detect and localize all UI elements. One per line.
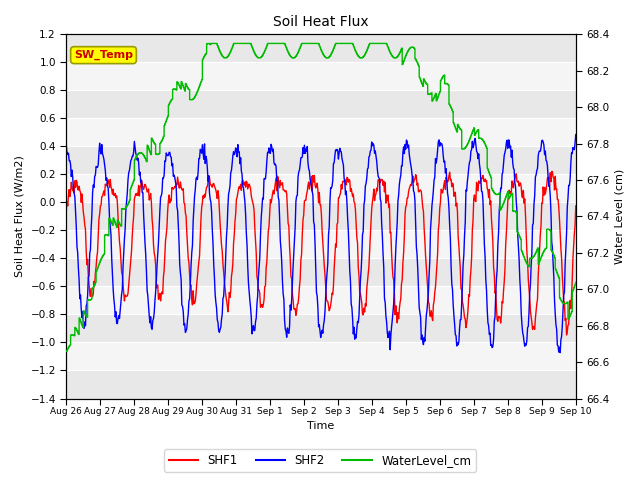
SHF1	[72, 184, 79, 190]
Bar	[67, 371, 576, 398]
Bar	[67, 343, 576, 371]
WaterLevel_cm	[383, 43, 391, 49]
SHF1	[203, 184, 211, 190]
Y-axis label: Water Level (cm): Water Level (cm)	[615, 169, 625, 264]
SHF2	[72, 208, 79, 214]
SHF1	[176, 185, 184, 191]
Bar	[67, 90, 576, 119]
Bar	[67, 119, 576, 146]
Bar	[67, 62, 576, 90]
SHF1	[63, 207, 70, 213]
SHF1	[563, 332, 570, 338]
WaterLevel_cm	[72, 325, 79, 331]
SHF2	[176, 262, 184, 267]
WaterLevel_cm	[176, 84, 184, 90]
Y-axis label: Soil Heat Flux (W/m2): Soil Heat Flux (W/m2)	[15, 156, 25, 277]
WaterLevel_cm	[63, 348, 70, 354]
WaterLevel_cm	[572, 279, 580, 285]
Line: SHF2: SHF2	[67, 134, 576, 353]
Bar	[67, 287, 576, 314]
WaterLevel_cm	[398, 61, 406, 67]
SHF2	[203, 156, 211, 162]
SHF2	[124, 177, 132, 183]
Bar	[67, 146, 576, 174]
Bar	[67, 230, 576, 258]
SHF2	[63, 143, 70, 148]
SHF2	[572, 132, 580, 137]
SHF2	[556, 350, 564, 356]
SHF1	[397, 281, 405, 287]
WaterLevel_cm	[124, 201, 132, 206]
Bar	[67, 203, 576, 230]
Bar	[67, 258, 576, 287]
SHF2	[397, 163, 405, 168]
Legend: SHF1, SHF2, WaterLevel_cm: SHF1, SHF2, WaterLevel_cm	[164, 449, 476, 472]
SHF1	[572, 203, 580, 209]
Bar	[67, 35, 576, 62]
WaterLevel_cm	[207, 40, 215, 46]
Line: SHF1: SHF1	[67, 171, 576, 335]
WaterLevel_cm	[203, 41, 211, 47]
SHF1	[124, 290, 132, 296]
Title: Soil Heat Flux: Soil Heat Flux	[273, 15, 369, 29]
Text: SW_Temp: SW_Temp	[74, 50, 133, 60]
Bar	[67, 174, 576, 203]
SHF1	[548, 168, 556, 174]
X-axis label: Time: Time	[307, 421, 335, 432]
SHF1	[383, 192, 390, 198]
Line: WaterLevel_cm: WaterLevel_cm	[67, 43, 576, 351]
Bar	[67, 314, 576, 343]
SHF2	[383, 319, 390, 325]
